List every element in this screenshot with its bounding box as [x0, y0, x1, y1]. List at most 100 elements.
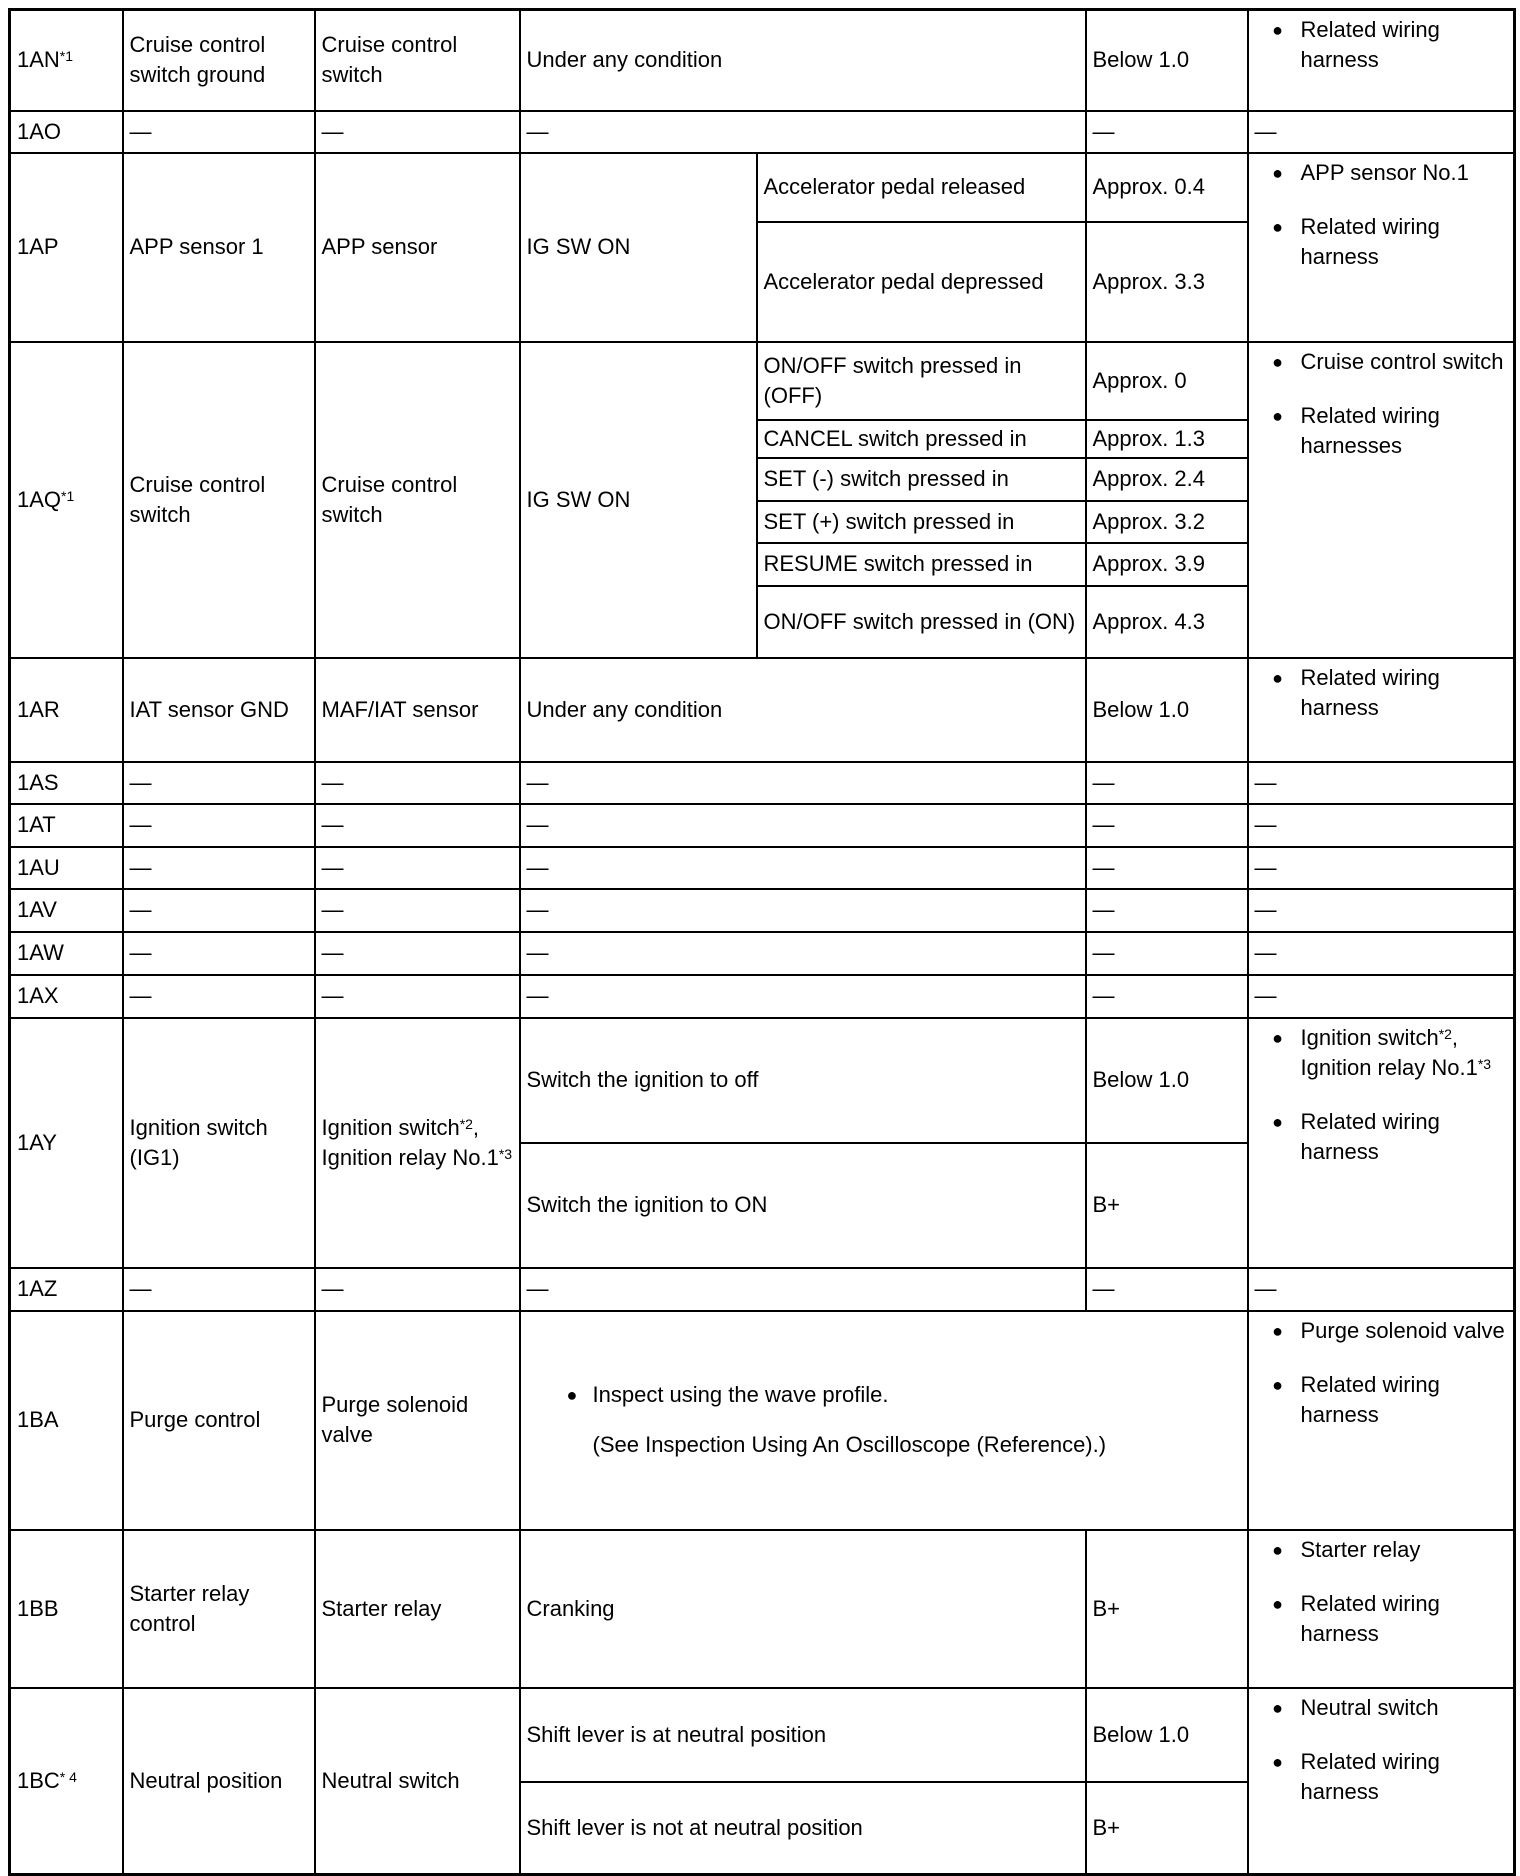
- inspection-item: ● Ignition switch*2, Ignition relay No.1*…: [1255, 1023, 1508, 1083]
- voltage-cell: Below 1.0: [1084, 1016, 1249, 1144]
- condition-text: Switch the ignition to ON: [526, 1192, 768, 1217]
- inspection-text: Purge solenoid valve: [1300, 1317, 1505, 1343]
- sub-condition-cell: Under any condition: [518, 656, 1087, 763]
- condition-text: Under any condition: [526, 696, 723, 722]
- voltage-text: Below 1.0: [1092, 696, 1190, 722]
- table-row: 1AU — — — — —: [8, 845, 1516, 890]
- voltage-text: —: [1092, 897, 1115, 922]
- pin-footnote: * 4: [59, 1768, 77, 1785]
- voltage-cell: Approx. 2.4: [1084, 456, 1249, 502]
- condition-text: —: [526, 940, 549, 965]
- description-text: APP sensor 1: [129, 234, 264, 259]
- connected-to-text: , Ignition relay No.1: [321, 1114, 499, 1170]
- connected-to-cell: Ignition switch*2, Ignition relay No.1*3: [313, 1016, 521, 1269]
- pin-label: 1BA: [17, 1407, 59, 1432]
- condition-text: IG SW ON: [526, 234, 631, 259]
- condition-cell: IG SW ON: [518, 151, 758, 343]
- inspection-item: ● Related wiring harness: [1255, 663, 1508, 723]
- table-row: 1AS — — — — —: [8, 760, 1516, 805]
- inspection-text: Starter relay: [1301, 1535, 1421, 1565]
- table-row: Switch the ignition to ON B+: [10, 1141, 1515, 1269]
- description-text: Purge control: [129, 1407, 261, 1432]
- connected-to-cell: —: [313, 973, 521, 1019]
- connected-to-text: Ignition switch: [321, 1114, 460, 1140]
- voltage-text: Below 1.0: [1092, 47, 1190, 73]
- voltage-cell: Approx. 3.2: [1084, 499, 1249, 544]
- pin-cell: 1AX: [8, 973, 124, 1019]
- inspection-text: —: [1254, 1276, 1277, 1301]
- pin-cell: 1AO: [8, 109, 124, 154]
- inspection-text: Related wiring harness: [1300, 1371, 1440, 1427]
- voltage-text: —: [1092, 854, 1115, 880]
- pin-cell: 1AS: [8, 760, 124, 805]
- voltage-text: —: [1092, 1276, 1115, 1301]
- connected-to-cell: Cruise control switch: [313, 340, 521, 659]
- inspection-text: Related wiring harness: [1300, 1108, 1440, 1164]
- sub-condition-cell: Switch the ignition to ON: [518, 1141, 1087, 1269]
- pin-cell: 1AU: [8, 845, 124, 890]
- voltage-text: —: [1092, 812, 1115, 837]
- connected-to-text: —: [321, 769, 344, 795]
- voltage-text: B+: [1092, 1595, 1121, 1621]
- pin-cell: 1AY: [8, 1016, 124, 1269]
- inspection-footnote: *2: [1438, 1025, 1452, 1042]
- voltage-text: —: [1092, 940, 1115, 965]
- inspection-text: —: [1254, 940, 1277, 965]
- bullet-icon: ●: [1272, 1320, 1283, 1341]
- voltage-cell: —: [1084, 845, 1249, 890]
- inspection-item: ● Cruise control switch: [1255, 347, 1508, 377]
- inspection-cell: —: [1246, 802, 1516, 848]
- sub-condition-cell: Shift lever is not at neutral position: [518, 1780, 1087, 1876]
- note-text: Inspect using the wave profile.: [592, 1382, 889, 1407]
- pin-label: 1AR: [17, 696, 60, 722]
- inspection-item: ● Related wiring harness: [1255, 1589, 1508, 1649]
- sub-condition-cell: RESUME switch pressed in: [755, 541, 1087, 587]
- pin-label: 1AU: [17, 854, 60, 880]
- pin-label: 1AW: [17, 940, 64, 965]
- voltage-cell: —: [1084, 1266, 1249, 1312]
- condition-text: Accelerator pedal released: [763, 174, 1026, 199]
- inspection-text: —: [1254, 897, 1277, 922]
- condition-text: Switch the ignition to off: [526, 1067, 759, 1092]
- sub-condition-cell: ON/OFF switch pressed in (ON): [755, 584, 1087, 659]
- condition-text: Cranking: [526, 1595, 615, 1621]
- inspection-cell: ● Ignition switch*2, Ignition relay No.1*…: [1246, 1016, 1516, 1269]
- condition-text: CANCEL switch pressed in: [763, 425, 1027, 451]
- description-cell: —: [121, 760, 316, 805]
- pin-footnote: *1: [61, 487, 75, 504]
- condition-cell: IG SW ON: [518, 340, 758, 659]
- inspection-item: ● Purge solenoid valve: [1255, 1316, 1508, 1346]
- description-cell: Neutral position: [121, 1686, 316, 1876]
- sub-condition-cell: Under any condition: [518, 8, 1087, 112]
- inspection-cell: —: [1246, 973, 1516, 1019]
- connected-to-text: —: [321, 897, 344, 922]
- pin-label: 1AV: [17, 897, 57, 922]
- pin-label: 1BC: [17, 1767, 60, 1793]
- connected-to-cell: —: [313, 802, 521, 848]
- condition-text: Under any condition: [526, 47, 723, 73]
- bullet-icon: ●: [1272, 216, 1283, 237]
- pin-cell: 1BA: [8, 1309, 124, 1531]
- connected-to-cell: MAF/IAT sensor: [313, 656, 521, 763]
- description-cell: Purge control: [121, 1309, 316, 1531]
- pin-cell: 1AT: [8, 802, 124, 848]
- pin-label: 1AP: [17, 234, 59, 259]
- table-row: 1AY Ignition switch (IG1) Ignition switch*…: [8, 1016, 1516, 1269]
- inspection-item: ● Starter relay: [1255, 1535, 1508, 1565]
- connected-to-cell: —: [313, 930, 521, 976]
- inspection-text: Starter relay: [1300, 1536, 1421, 1562]
- voltage-cell: —: [1084, 887, 1249, 933]
- inspection-text: Related wiring harness: [1301, 1370, 1508, 1430]
- condition-text: —: [526, 1276, 549, 1301]
- table-row: SET (-) switch pressed in Approx. 2.4: [10, 456, 1515, 502]
- pin-cell: 1BB: [8, 1528, 124, 1689]
- voltage-cell: —: [1084, 760, 1249, 805]
- voltage-text: Approx. 4.3: [1092, 608, 1206, 634]
- connected-to-text: —: [321, 118, 344, 144]
- description-cell: IAT sensor GND: [121, 656, 316, 763]
- table-row: 1AP APP sensor 1 APP sensor IG SW ON Acceler…: [8, 151, 1516, 343]
- table-row: 1AX — — — — —: [8, 973, 1516, 1019]
- connected-to-cell: —: [313, 845, 521, 890]
- condition-text: RESUME switch pressed in: [763, 551, 1033, 576]
- bullet-icon: ●: [1272, 1697, 1283, 1718]
